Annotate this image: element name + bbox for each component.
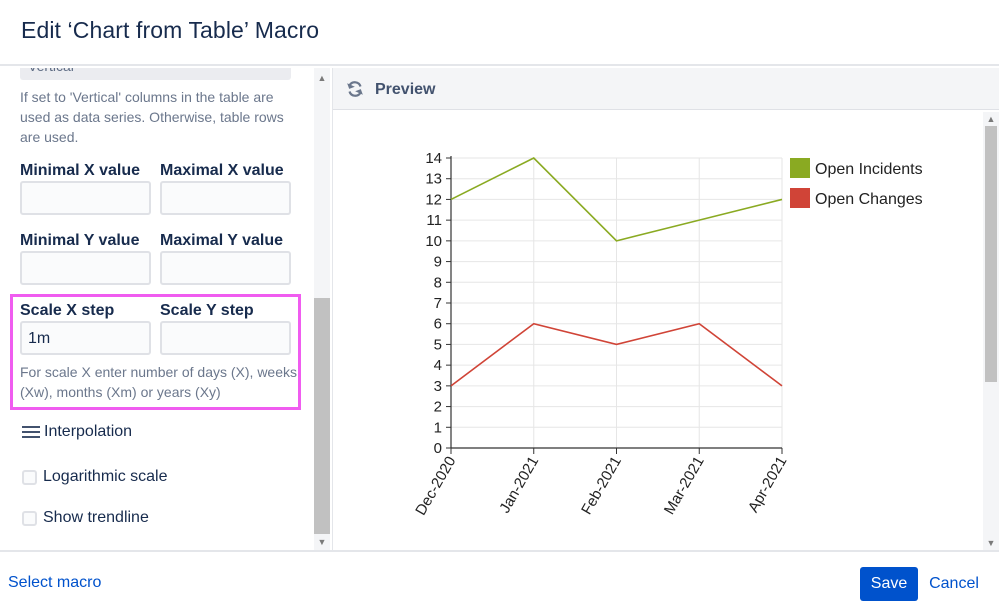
x-tick-label: Mar-2021 (661, 454, 708, 518)
x-tick-label: Feb-2021 (578, 454, 625, 518)
x-tick-label: Dec-2020 (412, 454, 459, 519)
series-line (450, 322, 783, 387)
logarithmic-scale-option[interactable]: Logarithmic scale (22, 467, 168, 487)
max-y-label: Maximal Y value (160, 232, 284, 249)
max-y-input[interactable] (160, 251, 291, 285)
y-tick-label: 0 (434, 440, 442, 457)
scale-x-input[interactable]: 1m (20, 321, 151, 355)
help-line: If set to 'Vertical' columns in the tabl… (20, 89, 274, 105)
preview-title: Preview (375, 81, 436, 98)
left-scrollbar-thumb[interactable] (314, 298, 330, 534)
scroll-up-arrow-icon[interactable]: ▲ (986, 114, 996, 124)
trendline-label: Show trendline (43, 509, 149, 526)
menu-icon (22, 426, 40, 438)
highlight-annotation (10, 294, 301, 410)
legend-swatch (790, 188, 810, 208)
scroll-down-arrow-icon[interactable]: ▼ (986, 538, 996, 548)
trendline-checkbox[interactable] (22, 510, 37, 526)
show-trendline-option[interactable]: Show trendline (22, 508, 149, 528)
macro-parameters-panel: Vertical If set to 'Vertical' columns in… (0, 68, 314, 550)
help-line: used as data series. Otherwise, table ro… (20, 109, 284, 125)
logarithmic-checkbox[interactable] (22, 469, 37, 485)
y-tick-label: 8 (434, 274, 442, 291)
x-tick-label: Jan-2021 (496, 454, 542, 517)
min-x-label: Minimal X value (20, 162, 141, 179)
y-tick-label: 9 (434, 254, 442, 271)
y-tick-label: 13 (425, 171, 442, 188)
legend-swatch (790, 158, 810, 178)
min-y-input[interactable] (20, 251, 151, 285)
logarithmic-label: Logarithmic scale (43, 468, 168, 485)
scroll-down-arrow-icon[interactable]: ▼ (317, 537, 327, 547)
preview-scrollbar[interactable]: ▲ ▼ (983, 112, 999, 550)
y-tick-label: 6 (434, 316, 442, 333)
scale-y-input[interactable] (160, 321, 291, 355)
max-x-label: Maximal X value (160, 162, 284, 179)
orientation-select[interactable]: Vertical (20, 68, 291, 80)
min-y-label: Minimal Y value (20, 232, 140, 249)
dialog-header: Edit ‘Chart from Table’ Macro (0, 0, 999, 66)
dialog-footer: Select macro Save Cancel (0, 550, 999, 608)
scroll-up-arrow-icon[interactable]: ▲ (317, 73, 327, 83)
dialog-title: Edit ‘Chart from Table’ Macro (21, 17, 320, 43)
y-tick-label: 14 (425, 150, 442, 167)
cancel-button[interactable]: Cancel (924, 567, 984, 601)
y-tick-label: 11 (426, 212, 442, 229)
series-line (450, 157, 783, 242)
legend-label: Open Changes (815, 191, 923, 208)
help-line: (Xw), months (Xm) or years (Xy) (20, 384, 221, 400)
left-scrollbar[interactable]: ▲ ▼ (314, 68, 330, 550)
y-tick-label: 1 (434, 419, 442, 436)
select-macro-link[interactable]: Select macro (8, 574, 102, 591)
y-tick-label: 5 (434, 336, 442, 353)
y-tick-label: 7 (434, 295, 442, 312)
interpolation-toggle[interactable]: Interpolation (22, 421, 132, 443)
refresh-icon[interactable] (345, 79, 365, 99)
y-tick-label: 4 (434, 357, 442, 374)
x-tick-label: Apr-2021 (745, 454, 791, 516)
help-line: For scale X enter number of days (X), we… (20, 364, 297, 380)
legend-label: Open Incidents (815, 161, 923, 178)
y-tick-label: 2 (434, 399, 442, 416)
save-button[interactable]: Save (860, 567, 918, 601)
interpolation-label: Interpolation (44, 423, 133, 440)
min-x-input[interactable] (20, 181, 151, 215)
preview-scrollbar-thumb[interactable] (985, 126, 997, 382)
help-line: are used. (20, 129, 79, 145)
scale-help: For scale X enter number of days (X), we… (20, 362, 297, 402)
max-x-input[interactable] (160, 181, 291, 215)
preview-header: Preview (333, 68, 999, 110)
y-tick-label: 12 (425, 191, 442, 208)
preview-panel: Preview 0 1 2 3 4 5 6 7 8 9 10 11 12 13 14 Dec-2020 Jan-… (332, 68, 999, 550)
scale-y-label: Scale Y step (160, 302, 254, 319)
y-tick-label: 10 (425, 233, 442, 250)
scale-x-label: Scale X step (20, 302, 115, 319)
y-tick-label: 3 (434, 378, 442, 395)
orientation-help: If set to 'Vertical' columns in the tabl… (20, 87, 284, 147)
